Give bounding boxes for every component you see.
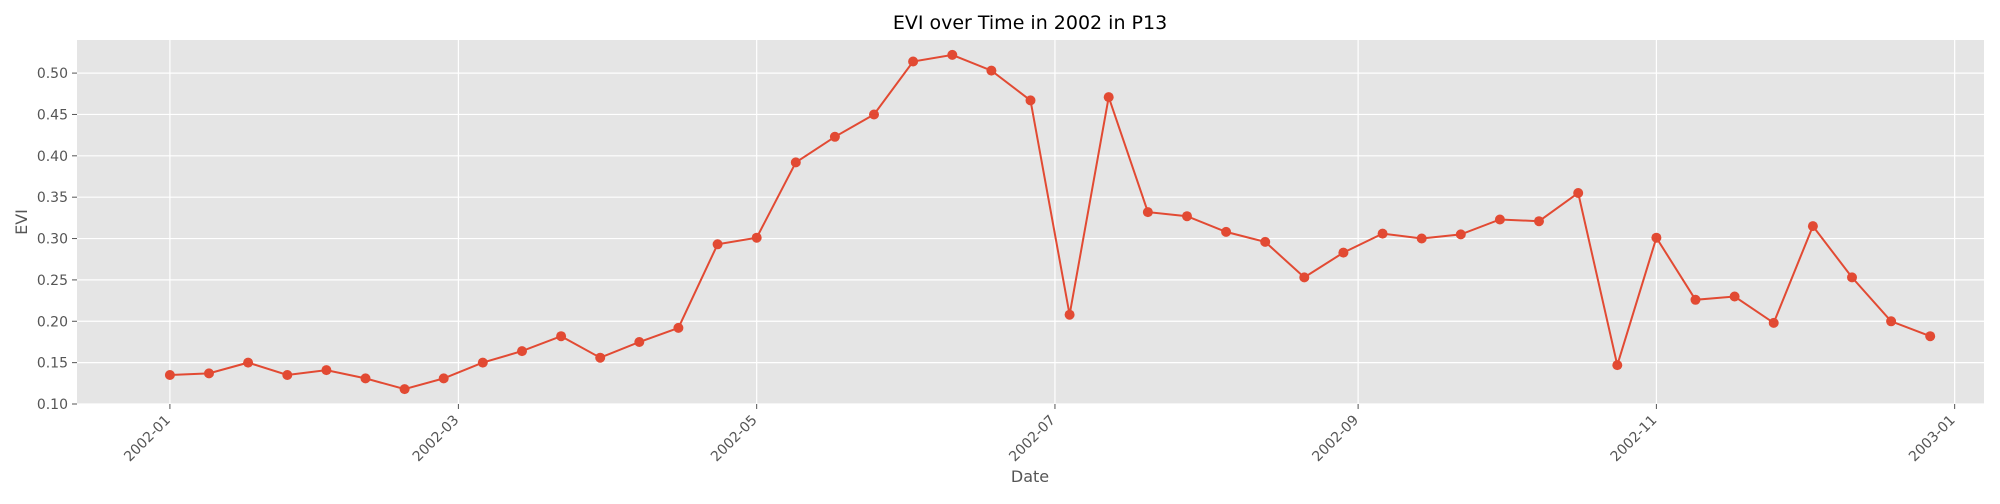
data-point [986,65,997,76]
data-point [1690,294,1701,305]
data-point [164,370,175,380]
data-point [360,373,371,384]
data-point [1534,216,1544,227]
y-tick-label: 0.20 [37,314,68,330]
data-point [712,239,723,250]
x-tick-label: 2002-07 [1006,412,1059,465]
data-point [673,322,684,333]
x-tick-label: 2002-05 [708,412,761,465]
data-point [204,368,214,379]
y-axis-label: EVI [12,209,31,235]
series-group [164,49,1936,395]
data-point [1886,316,1897,327]
grid-lines [77,40,1984,405]
data-point [243,357,254,368]
data-point [595,352,606,363]
data-point [282,370,293,380]
data-point [517,346,527,357]
data-point [1142,207,1153,218]
y-tick-label: 0.35 [37,190,68,206]
y-tick-label: 0.45 [37,107,68,123]
data-point [1025,95,1036,106]
data-point [1729,291,1740,302]
data-point [1573,188,1584,198]
plot-background [77,40,1984,404]
chart-title: EVI over Time in 2002 in P13 [893,12,1167,34]
data-point [908,56,919,67]
data-point [1925,331,1936,342]
data-point [1768,317,1779,328]
y-axis-ticks: 0.10 0.15 0.20 0.25 0.30 0.35 0.40 0.45 0.50 [37,66,77,413]
data-point [1494,214,1505,225]
data-point [477,357,488,368]
data-point [947,49,958,60]
data-point [1064,309,1075,320]
data-point [1651,232,1662,243]
data-point [438,373,449,384]
x-tick-label: 2002-01 [121,412,174,465]
data-point [1455,229,1466,240]
data-point [869,109,879,120]
data-point [556,331,567,342]
x-tick-label: 2002-09 [1309,412,1362,465]
data-point [1847,272,1857,283]
y-tick-label: 0.30 [37,232,68,248]
data-point [1103,92,1114,103]
x-axis-label: Date [1011,467,1049,486]
data-point [399,384,410,395]
x-tick-label: 2003-01 [1906,412,1959,465]
series-line [169,53,1931,391]
y-tick-label: 0.50 [37,66,68,82]
data-point [829,131,840,142]
data-point [634,337,645,347]
data-point [1299,272,1310,283]
y-tick-label: 0.25 [37,273,68,289]
data-point [1260,236,1271,247]
data-point [1807,221,1818,232]
data-point [1612,360,1623,371]
data-point [790,157,801,168]
data-point [751,232,762,243]
y-tick-label: 0.10 [37,397,68,413]
data-point [1221,226,1232,237]
data-point [1182,211,1192,222]
data-point [1416,233,1427,244]
x-tick-label: 2002-11 [1608,412,1661,465]
y-tick-label: 0.15 [37,356,68,372]
x-axis-ticks: 2002-01 2002-03 2002-05 2002-07 2002-09 2002-… [121,404,1959,465]
y-tick-label: 0.40 [37,149,68,165]
data-point [1338,247,1349,258]
x-tick-label: 2002-03 [410,412,463,465]
data-point [1377,228,1388,239]
data-point [321,365,332,376]
